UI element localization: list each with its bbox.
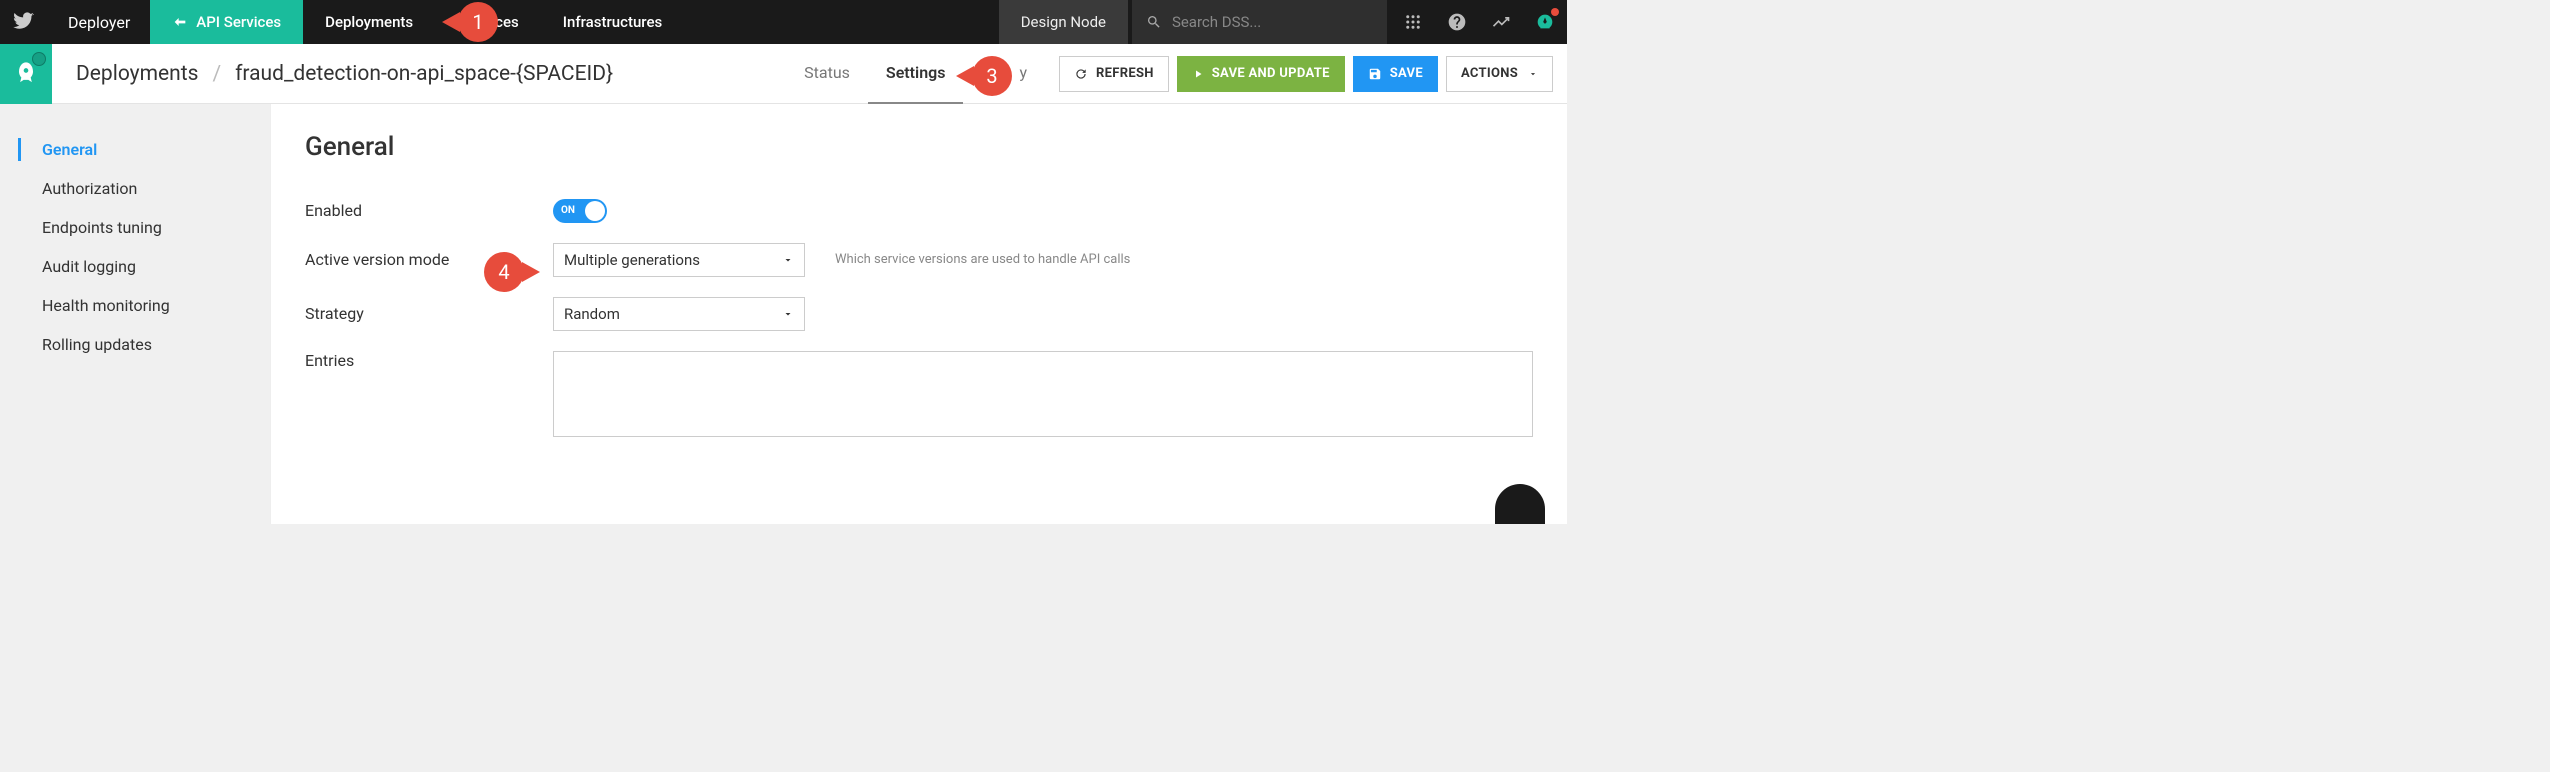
label-strategy: Strategy bbox=[305, 304, 535, 323]
notifications-button[interactable] bbox=[1523, 0, 1567, 44]
sync-badge-icon bbox=[32, 52, 46, 66]
content-heading: General bbox=[305, 132, 1533, 162]
page-body: General Authorization Endpoints tuning A… bbox=[0, 104, 1567, 524]
toggle-knob bbox=[585, 201, 605, 221]
chevron-down-icon bbox=[782, 308, 794, 320]
caret-down-icon bbox=[1528, 69, 1538, 79]
sidebar-item-health-monitoring[interactable]: Health monitoring bbox=[0, 286, 270, 325]
deployment-icon-badge bbox=[0, 44, 52, 104]
nav-tab-label: Infrastructures bbox=[563, 13, 662, 31]
annotation-callout-3: 3 bbox=[972, 56, 1012, 96]
app-logo[interactable] bbox=[0, 0, 48, 44]
header-actions: REFRESH SAVE AND UPDATE SAVE ACTIONS bbox=[1045, 56, 1567, 92]
nav-tab-label: API Services bbox=[196, 13, 281, 31]
sidebar-item-general[interactable]: General bbox=[0, 130, 270, 169]
nav-tab-deployments[interactable]: Deployments bbox=[303, 0, 435, 44]
refresh-button[interactable]: REFRESH bbox=[1059, 56, 1169, 92]
settings-sidebar: General Authorization Endpoints tuning A… bbox=[0, 104, 270, 390]
notification-dot bbox=[1551, 8, 1559, 16]
help-button[interactable] bbox=[1435, 0, 1479, 44]
sidebar-item-endpoints-tuning[interactable]: Endpoints tuning bbox=[0, 208, 270, 247]
help-icon bbox=[1447, 12, 1467, 32]
sidebar-item-audit-logging[interactable]: Audit logging bbox=[0, 247, 270, 286]
search-icon bbox=[1146, 13, 1162, 31]
nav-tab-api-services[interactable]: API Services bbox=[150, 0, 303, 44]
row-enabled: Enabled ON bbox=[305, 198, 1533, 223]
row-strategy: Strategy Random bbox=[305, 297, 1533, 331]
refresh-icon bbox=[1074, 67, 1088, 81]
annotation-callout-1: 1 bbox=[458, 2, 498, 42]
help-active-version: Which service versions are used to handl… bbox=[835, 252, 1130, 267]
node-selector[interactable]: Design Node bbox=[999, 0, 1128, 44]
nav-tab-infrastructures[interactable]: Infrastructures bbox=[541, 0, 684, 44]
entries-textarea[interactable] bbox=[553, 351, 1533, 437]
top-nav: Deployer API Services Deployments ces In… bbox=[0, 0, 1567, 44]
enabled-toggle[interactable]: ON bbox=[553, 199, 607, 223]
save-and-update-button[interactable]: SAVE AND UPDATE bbox=[1177, 56, 1345, 92]
sidebar-item-rolling-updates[interactable]: Rolling updates bbox=[0, 325, 270, 364]
search-box[interactable] bbox=[1132, 0, 1387, 44]
breadcrumb: Deployments / fraud_detection-on-api_spa… bbox=[52, 62, 637, 86]
tab-settings[interactable]: Settings bbox=[868, 44, 964, 104]
breadcrumb-root[interactable]: Deployments bbox=[76, 62, 198, 86]
actions-button[interactable]: ACTIONS bbox=[1446, 56, 1553, 92]
services-icon bbox=[172, 14, 188, 30]
settings-content: General Enabled ON Active version mode M… bbox=[270, 104, 1567, 524]
tab-status[interactable]: Status bbox=[786, 44, 868, 104]
active-version-select[interactable]: Multiple generations bbox=[553, 243, 805, 277]
label-enabled: Enabled bbox=[305, 201, 535, 220]
trend-icon bbox=[1491, 12, 1511, 32]
sidebar-item-authorization[interactable]: Authorization bbox=[0, 169, 270, 208]
nav-tab-label: ces bbox=[495, 13, 519, 31]
app-name: Deployer bbox=[48, 0, 150, 44]
save-icon bbox=[1368, 67, 1382, 81]
annotation-callout-4: 4 bbox=[484, 252, 524, 292]
strategy-select[interactable]: Random bbox=[553, 297, 805, 331]
nav-tab-label: Deployments bbox=[325, 13, 413, 31]
breadcrumb-separator: / bbox=[212, 62, 221, 86]
row-entries: Entries bbox=[305, 351, 1533, 437]
chevron-down-icon bbox=[782, 254, 794, 266]
apps-grid-icon bbox=[1404, 13, 1422, 31]
apps-button[interactable] bbox=[1391, 0, 1435, 44]
play-icon bbox=[1192, 68, 1204, 80]
search-input[interactable] bbox=[1172, 13, 1373, 31]
bird-icon bbox=[13, 11, 35, 33]
label-entries: Entries bbox=[305, 351, 535, 370]
breadcrumb-current: fraud_detection-on-api_space-{SPACEID} bbox=[235, 62, 613, 86]
save-button[interactable]: SAVE bbox=[1353, 56, 1438, 92]
page-header: Deployments / fraud_detection-on-api_spa… bbox=[0, 44, 1567, 104]
toggle-on-label: ON bbox=[553, 205, 575, 216]
activity-button[interactable] bbox=[1479, 0, 1523, 44]
